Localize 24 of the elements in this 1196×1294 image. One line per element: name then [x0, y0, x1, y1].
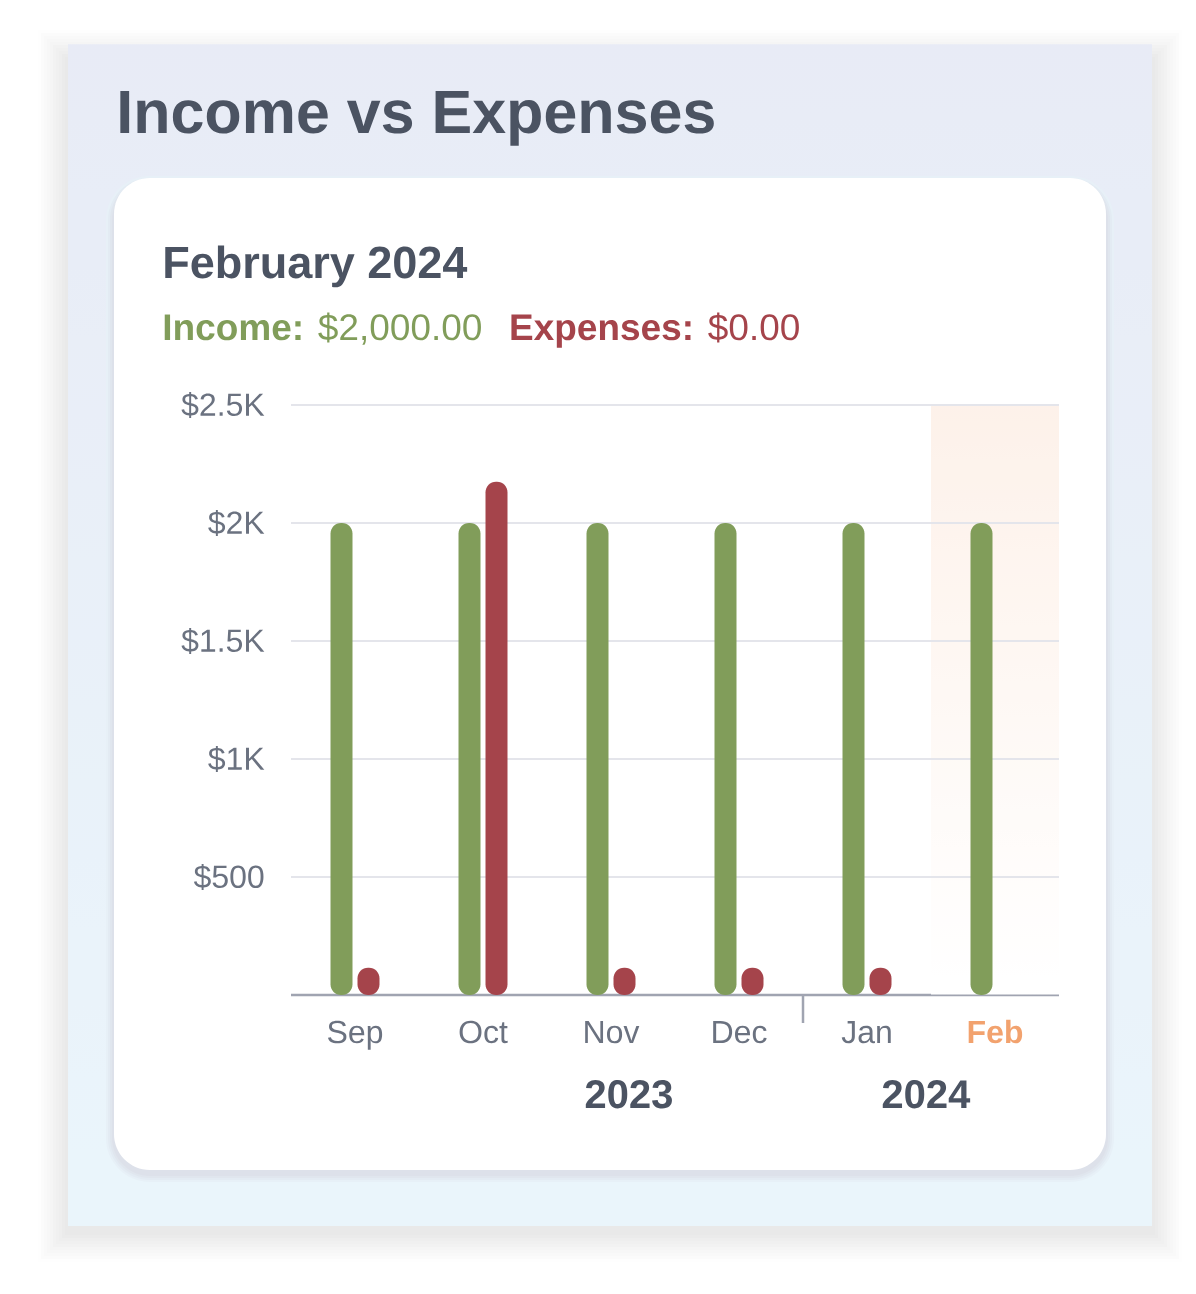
bar [485, 481, 508, 995]
bar [330, 522, 353, 995]
x-tick-label: Feb [968, 1019, 1023, 1044]
chart-title: Income vs Expenses [120, 91, 714, 146]
x-tick-label: Jan [841, 1020, 891, 1044]
x-tick-label: Nov [585, 1020, 640, 1044]
x-tick-label: Sep [327, 1020, 383, 1050]
x-tick-label: Dec [713, 1020, 767, 1044]
bar [714, 522, 737, 995]
bar [970, 522, 993, 995]
x-tick-label: Oct [459, 1020, 508, 1044]
text: Income: $2,000.00 [164, 312, 481, 345]
chart-subtitle: February 2024 [165, 245, 468, 288]
y-tick-label: $2K [208, 510, 265, 536]
bar [586, 522, 609, 995]
y-tick-label: $1K [208, 746, 265, 772]
bar [458, 522, 481, 995]
bar [842, 522, 865, 995]
text: 2023 [585, 1080, 672, 1109]
text: 2024 [882, 1080, 971, 1109]
y-tick-label: $1.5K [181, 628, 265, 654]
text: Expenses: $0.00 [511, 312, 799, 348]
y-tick-label: $500 [193, 864, 264, 890]
y-tick-label: $2.5K [181, 392, 265, 418]
